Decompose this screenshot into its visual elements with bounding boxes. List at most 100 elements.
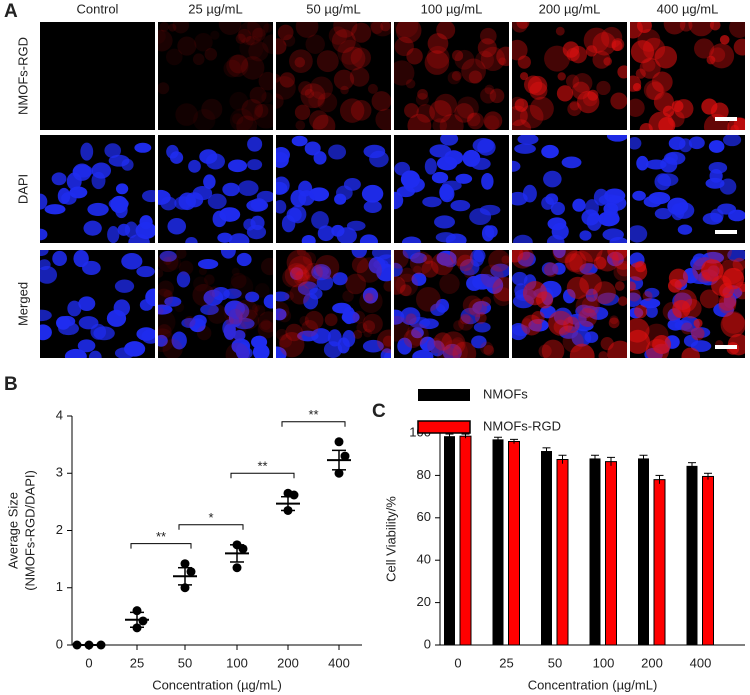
red-signal (175, 250, 187, 259)
red-signal (163, 289, 173, 300)
red-signal (254, 103, 269, 118)
nucleus (77, 339, 96, 353)
nucleus (51, 172, 67, 186)
data-point (340, 451, 350, 461)
red-signal (225, 316, 234, 326)
red-signal (630, 40, 655, 64)
micrograph-content (394, 135, 501, 243)
red-signal (512, 39, 528, 61)
red-signal (421, 260, 439, 278)
red-signal (230, 272, 247, 289)
red-signal (158, 82, 170, 95)
x-tick-label: 200 (641, 655, 663, 670)
red-signal (342, 290, 354, 302)
red-signal (593, 256, 607, 270)
red-signal (501, 255, 509, 264)
nucleus (667, 318, 684, 331)
nucleus (688, 136, 705, 150)
micrograph-content (158, 22, 273, 130)
column-label: Control (77, 1, 119, 16)
x-tick-label: 200 (277, 655, 299, 670)
nucleus (44, 204, 66, 215)
red-signal (251, 304, 261, 313)
red-signal (512, 250, 524, 263)
red-signal (475, 50, 494, 70)
nucleus (512, 271, 528, 286)
nucleus (440, 135, 459, 146)
nucleus (545, 193, 559, 205)
nucleus (236, 252, 252, 267)
nucleus (145, 288, 155, 307)
micrograph-content (512, 250, 627, 358)
red-signal (356, 322, 368, 334)
red-signal (439, 113, 464, 130)
micrograph (40, 135, 155, 243)
nucleus (233, 317, 255, 330)
nucleus (539, 305, 556, 319)
y-tick-label: 3 (56, 465, 63, 480)
red-signal (593, 281, 616, 305)
y-tick-label: 1 (56, 579, 63, 594)
red-signal (437, 346, 459, 358)
red-signal (363, 328, 372, 338)
nucleus (114, 279, 135, 293)
panel-label: C (372, 401, 386, 422)
error-bar (461, 433, 470, 439)
nucleus (188, 159, 201, 173)
red-signal (333, 69, 355, 90)
red-signal (632, 83, 642, 92)
nucleus (185, 237, 198, 243)
nucleus (276, 199, 287, 214)
micrograph-content (394, 22, 509, 130)
red-signal (406, 323, 429, 346)
red-signal (308, 91, 325, 109)
red-signal (557, 72, 566, 81)
nucleus (630, 137, 642, 150)
red-signal (395, 273, 419, 297)
red-signal (645, 338, 670, 358)
nucleus (471, 335, 487, 349)
nucleus (481, 172, 494, 190)
red-signal (566, 276, 589, 300)
red-signal (282, 267, 303, 288)
red-signal (474, 312, 487, 324)
red-signal (614, 281, 625, 291)
nucleus (246, 199, 269, 212)
red-signal (289, 283, 311, 305)
red-signal (467, 112, 485, 130)
red-signal (630, 22, 643, 39)
red-signal (394, 60, 415, 86)
nucleus (522, 184, 537, 203)
red-signal (562, 331, 584, 353)
red-signal (630, 281, 637, 291)
red-signal (253, 103, 273, 129)
red-signal (235, 33, 246, 44)
red-signal (607, 340, 627, 358)
red-signal (394, 276, 406, 295)
bar (653, 479, 666, 646)
red-signal (522, 318, 532, 328)
red-signal (674, 99, 694, 119)
nucleus (429, 144, 452, 158)
nucleus (445, 233, 467, 243)
red-signal (424, 50, 450, 75)
nucleus (308, 287, 323, 300)
micrograph (512, 250, 627, 358)
nucleus (164, 296, 182, 307)
red-signal (279, 72, 295, 88)
red-signal (567, 101, 582, 117)
red-signal (232, 113, 244, 125)
column-label: 100 µg/mL (421, 1, 483, 16)
nucleus (436, 156, 458, 171)
micrograph-bg (158, 22, 273, 130)
red-signal (252, 27, 266, 42)
nucleus (237, 180, 259, 196)
bar (638, 458, 649, 645)
red-signal (543, 262, 559, 277)
x-tick-label: 25 (130, 655, 144, 670)
red-signal (529, 96, 554, 121)
y-tick-label: 0 (56, 636, 63, 651)
red-signal (231, 267, 240, 276)
red-signal (548, 310, 574, 336)
nucleus (563, 289, 576, 304)
